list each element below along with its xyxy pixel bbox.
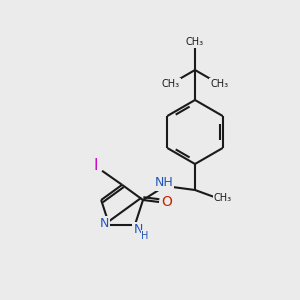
- Text: I: I: [94, 158, 98, 173]
- Text: CH₃: CH₃: [186, 37, 204, 47]
- Text: N: N: [100, 217, 109, 230]
- Text: CH₃: CH₃: [210, 79, 228, 89]
- Text: CH₃: CH₃: [162, 79, 180, 89]
- Text: NH: NH: [154, 176, 173, 190]
- Text: CH₃: CH₃: [214, 193, 232, 203]
- Text: H: H: [141, 231, 149, 241]
- Text: O: O: [162, 195, 172, 209]
- Text: N: N: [133, 223, 143, 236]
